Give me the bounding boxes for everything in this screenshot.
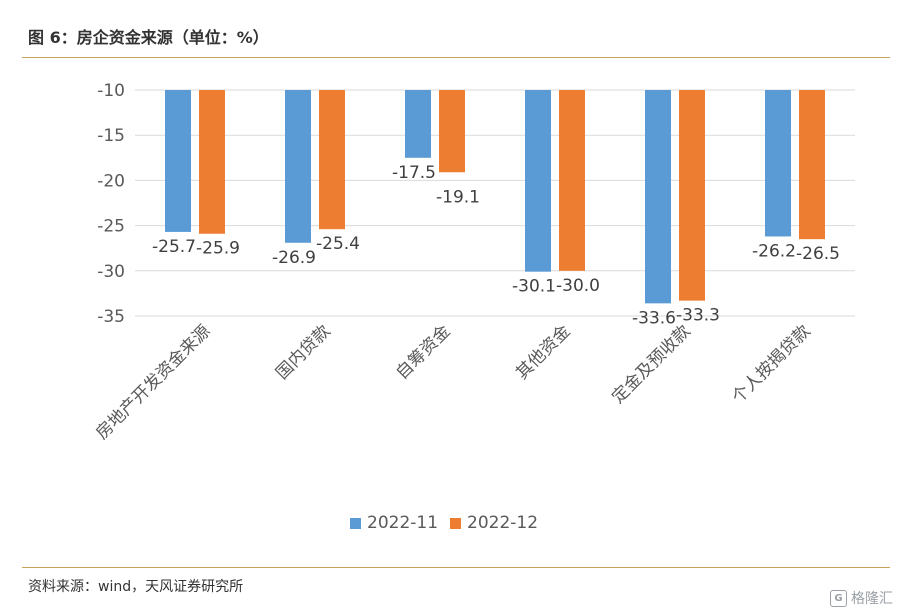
data-labels: -25.7 -25.9 -26.9-25.4 -17.5-19.1 -30.1 -30.0…	[152, 163, 840, 329]
watermark: G 格隆汇	[830, 588, 893, 608]
footer-divider	[22, 567, 890, 568]
bar-series-1	[405, 90, 431, 158]
data-label-series-2: -19.1	[436, 187, 480, 207]
data-label-series-2: -25.9	[196, 239, 240, 259]
legend-item-series-2: 2022-12	[450, 513, 538, 533]
source-note: 资料来源：wind，天风证券研究所	[28, 579, 244, 595]
y-tick-label: -35	[97, 307, 125, 327]
y-axis-ticks: -10 -15 -20 -25 -30 -35	[97, 81, 125, 327]
data-label-series-2: -30.0	[556, 276, 600, 296]
bar-series-2	[199, 90, 225, 234]
data-label-series-1: -30.1	[512, 277, 556, 297]
x-tick-label: 其他资金	[512, 321, 574, 383]
bar-series-1	[645, 90, 671, 304]
header-divider	[22, 57, 890, 58]
legend-swatch-series-2	[450, 517, 462, 529]
legend-label-series-1: 2022-11	[367, 513, 439, 533]
x-tick-label: 自筹资金	[392, 321, 454, 383]
data-label-series-1: -25.7	[152, 237, 196, 257]
data-label-series-2: -25.4	[316, 234, 360, 254]
x-tick-label: 房地产开发资金来源	[92, 321, 214, 443]
x-tick-label: 定金及预收款	[608, 321, 694, 407]
x-tick-label: 国内贷款	[272, 321, 334, 383]
page-title: 图 6：房企资金来源（单位：%）	[28, 28, 269, 47]
legend-label-series-2: 2022-12	[467, 513, 539, 533]
y-tick-label: -30	[97, 262, 125, 282]
chart-bars	[165, 90, 825, 304]
data-label-series-1: -17.5	[392, 163, 436, 183]
chart-gridlines	[135, 89, 855, 317]
bar-series-2	[439, 90, 465, 173]
bar-series-2	[799, 90, 825, 240]
y-tick-label: -10	[97, 81, 125, 101]
data-label-series-1: -26.2	[752, 241, 796, 261]
watermark-logo-icon: G	[830, 589, 847, 607]
y-tick-label: -15	[97, 126, 125, 146]
y-tick-label: -20	[97, 171, 125, 191]
data-label-series-2: -33.3	[676, 306, 720, 326]
bar-series-1	[165, 90, 191, 232]
data-label-series-2: -26.5	[796, 244, 840, 264]
bar-series-2	[319, 90, 345, 230]
watermark-text: 格隆汇	[851, 591, 893, 607]
legend-item-series-1: 2022-11	[350, 513, 438, 533]
bar-series-1	[765, 90, 791, 237]
bar-series-2	[679, 90, 705, 301]
bar-series-1	[525, 90, 551, 272]
bar-series-2	[559, 90, 585, 271]
data-label-series-1: -33.6	[632, 308, 676, 328]
x-tick-label: 个人按揭贷款	[728, 321, 814, 407]
legend-swatch-series-1	[350, 517, 361, 529]
data-label-series-1: -26.9	[272, 248, 316, 268]
bar-series-1	[285, 90, 311, 243]
bar-chart: -10-15-20-25-30-35 -25.7 -25.9 -26.9-25.4-…	[92, 81, 855, 444]
x-axis-ticks: 房地产开发资金来源 国内贷款 自筹资金 其他资金 定金及预收款 个人按揭贷款	[92, 321, 814, 443]
y-tick-label: -25	[97, 217, 125, 237]
chart-legend: 2022-11 2022-12	[350, 513, 538, 533]
